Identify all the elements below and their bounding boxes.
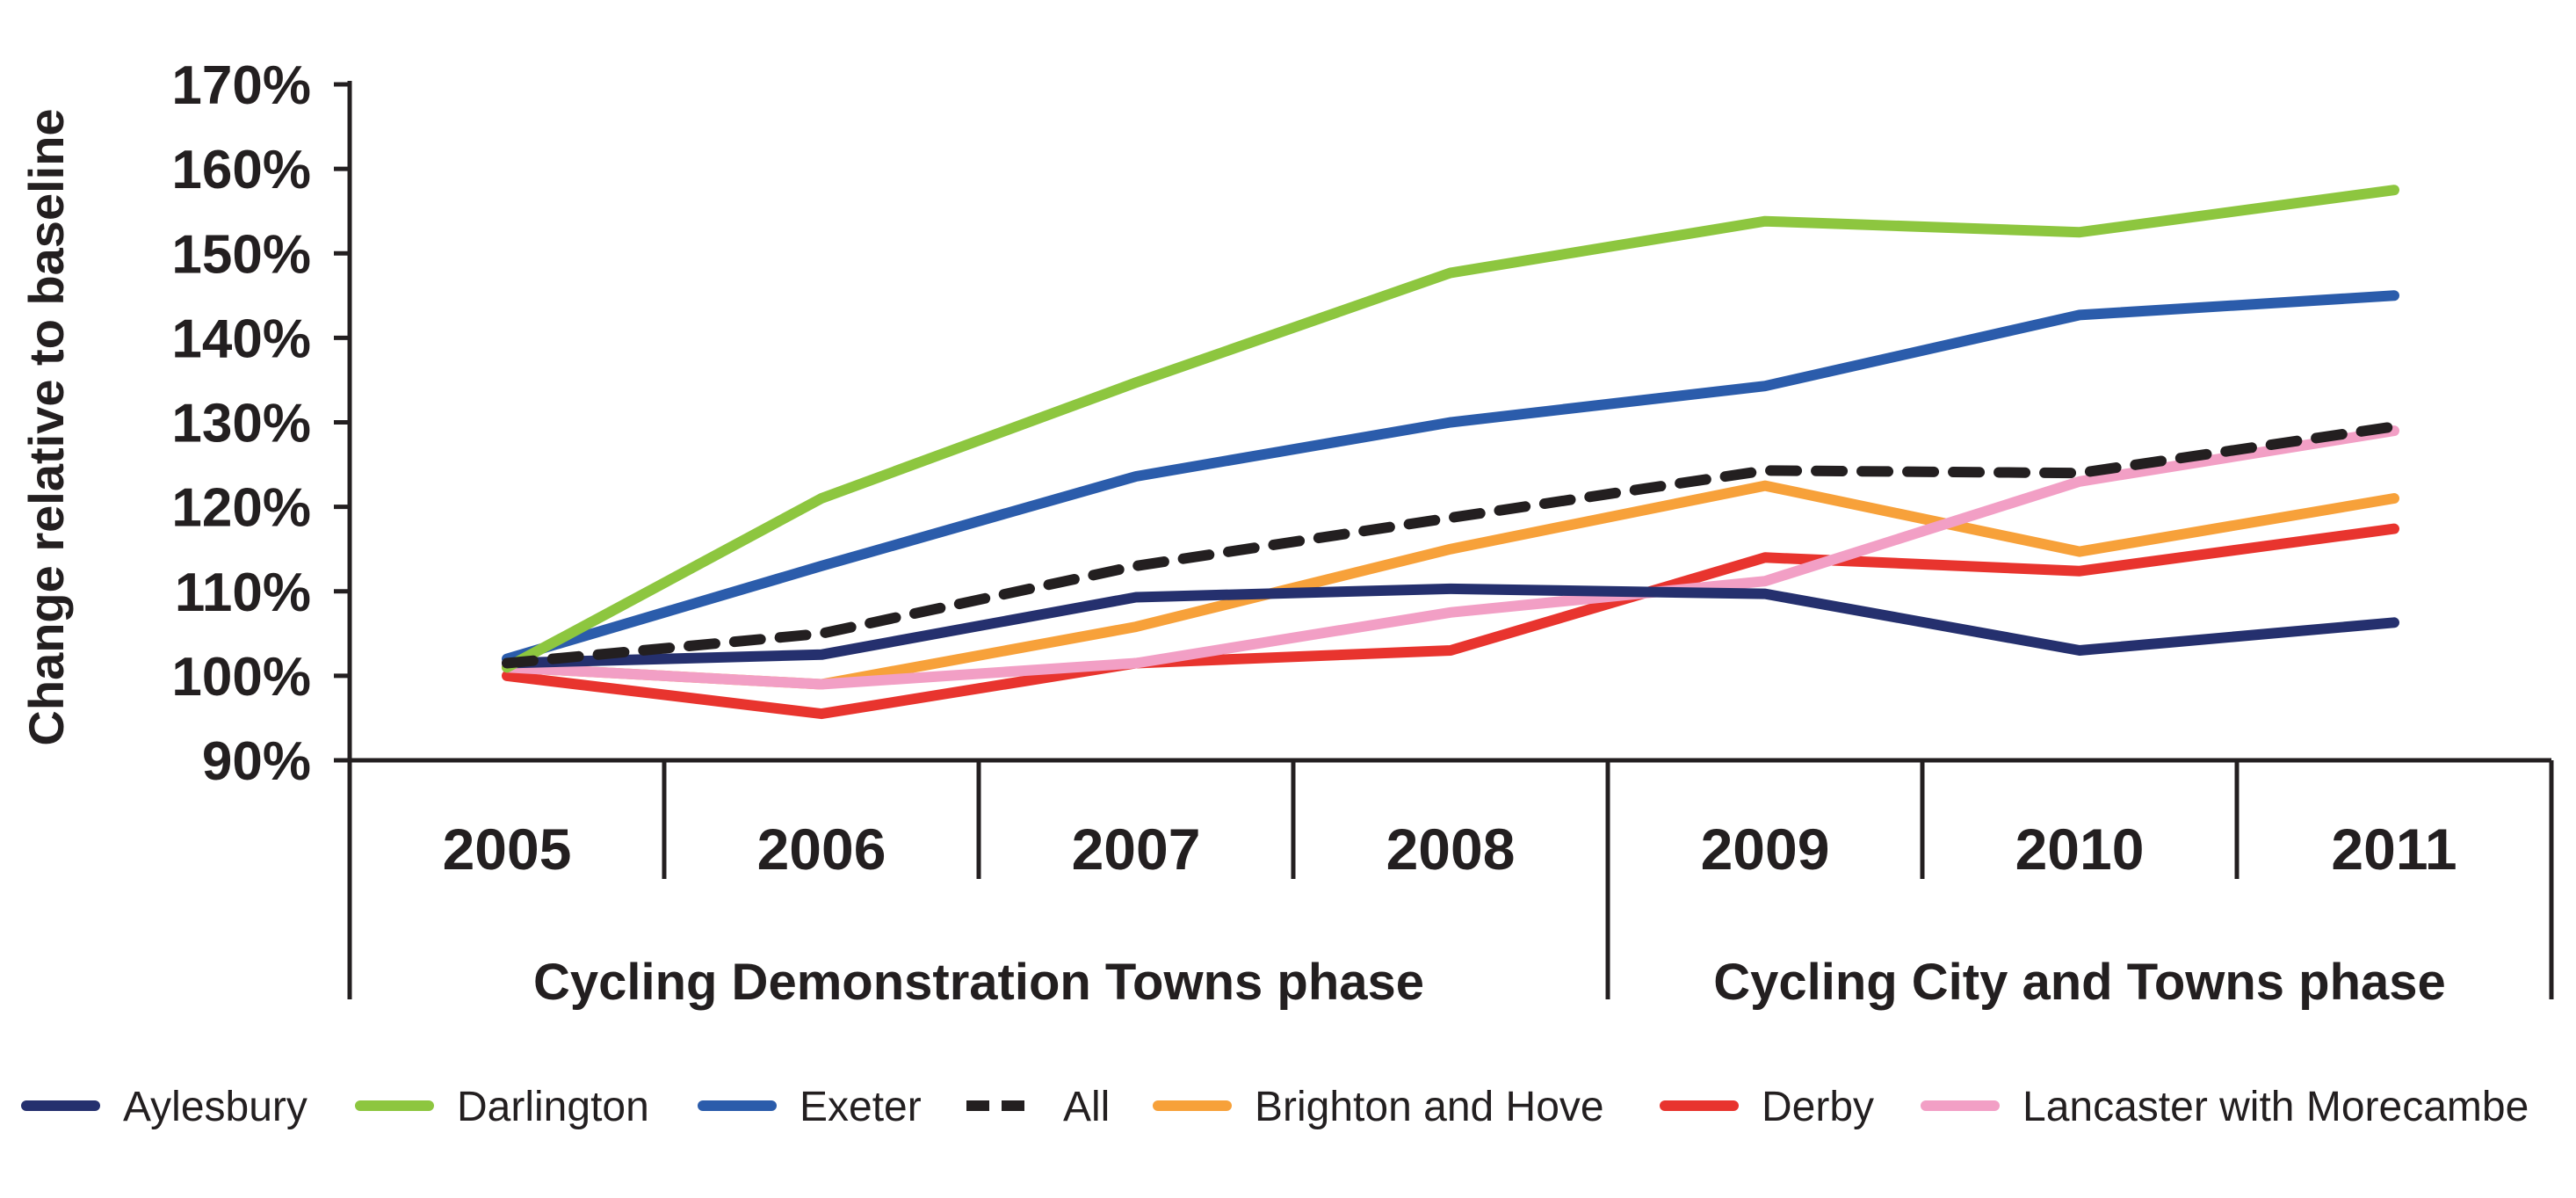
x-tick-label: 2006 <box>757 817 886 882</box>
y-tick-label: 90% <box>202 731 311 792</box>
x-tick-label: 2005 <box>443 817 572 882</box>
legend-label: Darlington <box>457 1084 649 1130</box>
legend: Aylesbury Darlington Exeter All Brighton and… <box>21 1084 2529 1130</box>
phase-labels: Cycling Demonstration Towns phase Cycling… <box>347 760 2554 1011</box>
series-line-darlington <box>502 185 2399 673</box>
y-tick-label: 150% <box>171 224 311 285</box>
y-tick-label: 120% <box>171 478 311 539</box>
legend-label: Aylesbury <box>123 1084 308 1130</box>
series-line-aylesbury <box>502 583 2399 669</box>
y-tick-label: 170% <box>171 55 311 116</box>
series-line-derby <box>502 523 2399 720</box>
legend-label: All <box>1063 1084 1110 1130</box>
x-tick-label: 2009 <box>1701 817 1830 882</box>
y-tick-label: 140% <box>171 309 311 369</box>
legend-label: Lancaster with Morecambe <box>2022 1084 2529 1130</box>
legend-label: Exeter <box>800 1084 922 1130</box>
x-tick-label: 2010 <box>2015 817 2145 882</box>
series-line-all <box>502 421 2399 669</box>
y-tick-label: 110% <box>175 563 311 623</box>
x-tick-labels: 2005 2006 2007 2008 2009 2010 2011 <box>443 817 2457 882</box>
y-tick-label: 100% <box>171 647 311 708</box>
series-line-exeter <box>502 290 2399 664</box>
series-line-lancaster-with-morecambe <box>502 425 2399 690</box>
y-tick-label: 130% <box>171 394 311 454</box>
x-tick-label: 2007 <box>1072 817 1201 882</box>
legend-label: Derby <box>1762 1084 1874 1130</box>
phase-label: Cycling City and Towns phase <box>1713 954 2446 1011</box>
x-tick-label: 2011 <box>2331 817 2457 882</box>
y-axis-title: Change relative to baseline <box>18 108 74 745</box>
y-tick-label: 160% <box>171 140 311 200</box>
phase-label: Cycling Demonstration Towns phase <box>533 954 1424 1011</box>
y-tick-group: 90% 100% 110% 120% 130% 140% 150% 160% 170% <box>171 55 350 792</box>
x-tick-label: 2008 <box>1386 817 1516 882</box>
legend-label: Brighton and Hove <box>1255 1084 1604 1130</box>
series-lines <box>502 185 2399 720</box>
